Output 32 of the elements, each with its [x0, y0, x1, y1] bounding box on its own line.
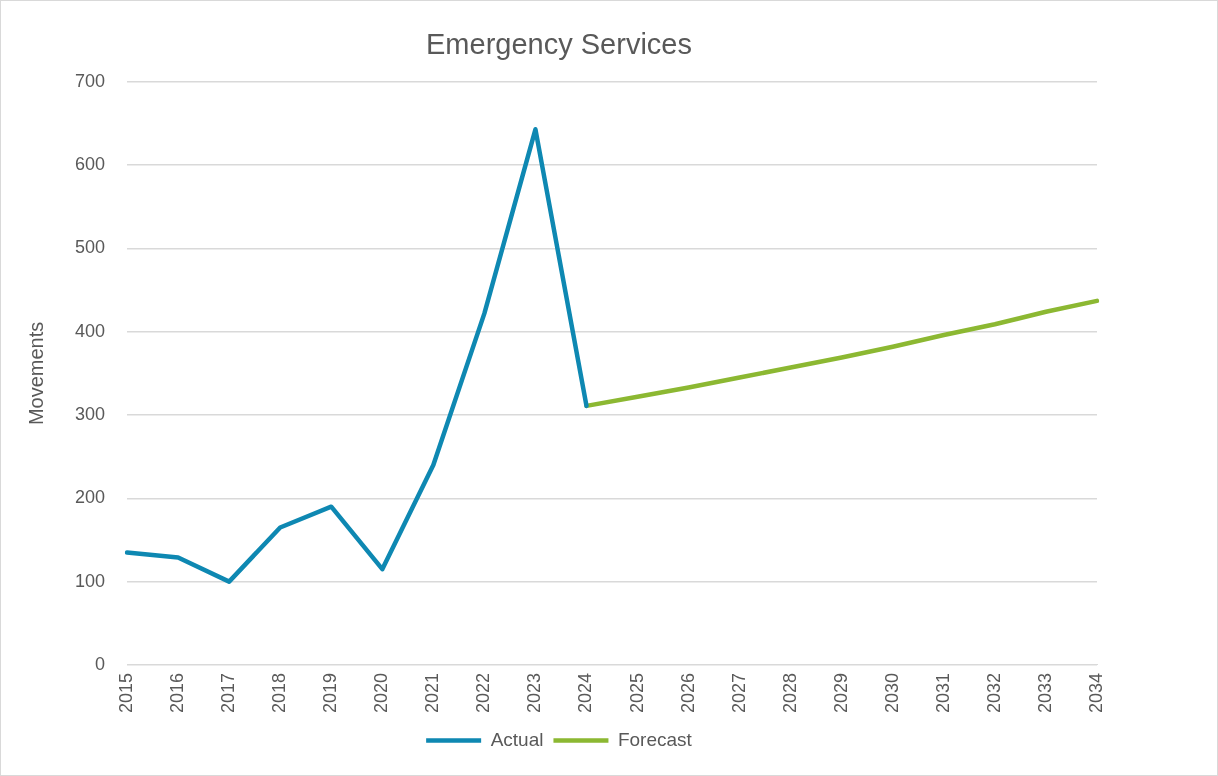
legend-label: Forecast [617, 728, 693, 750]
y-tick-label: 100 [74, 570, 106, 591]
y-tick-label: 700 [74, 70, 106, 91]
x-tick-label: 2028 [779, 672, 800, 713]
x-tick-label: 2017 [218, 672, 239, 713]
x-tick-label: 2029 [830, 672, 851, 713]
y-tick-label: 600 [74, 154, 106, 175]
x-tick-label: 2026 [677, 672, 698, 713]
x-tick-label: 2027 [728, 672, 749, 713]
x-tick-label: 2015 [116, 672, 136, 713]
chart-title: Emergency Services [426, 28, 692, 61]
x-tick-label: 2034 [1085, 672, 1106, 713]
y-axis-title: Movements [24, 321, 47, 426]
x-tick-label: 2018 [269, 672, 290, 713]
legend-label: Actual [490, 728, 544, 750]
y-tick-label: 200 [74, 487, 106, 508]
x-tick-label: 2022 [473, 672, 494, 713]
x-tick-label: 2025 [626, 672, 647, 713]
x-tick-label: 2016 [167, 672, 188, 713]
x-tick-label: 2024 [575, 672, 596, 713]
x-tick-label: 2019 [320, 672, 341, 713]
y-tick-label: 300 [74, 404, 106, 424]
x-tick-label: 2031 [932, 672, 953, 713]
x-tick-label: 2033 [1034, 672, 1055, 713]
y-tick-label: 400 [74, 320, 106, 341]
y-tick-label: 0 [95, 653, 106, 674]
x-tick-label: 2023 [524, 672, 545, 713]
x-tick-label: 2032 [983, 672, 1004, 713]
y-tick-label: 500 [74, 237, 106, 258]
x-tick-label: 2030 [881, 672, 902, 713]
x-tick-label: 2020 [371, 672, 392, 713]
x-tick-label: 2021 [422, 672, 443, 713]
